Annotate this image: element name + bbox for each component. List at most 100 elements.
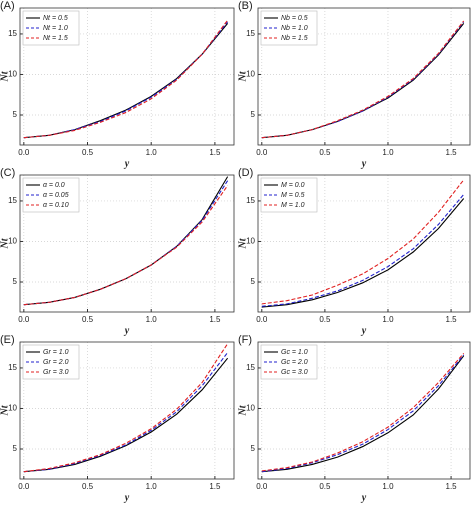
plot-frame: [257, 7, 471, 146]
x-tick-label: 0.5: [319, 148, 331, 157]
x-tick-label: 0.0: [18, 148, 30, 157]
series-line: [23, 19, 229, 139]
x-tick-label: 1.5: [209, 148, 221, 157]
x-axis-label: y: [361, 325, 367, 336]
x-axis-label: y: [124, 158, 130, 169]
x-tick-label: 1.0: [382, 148, 394, 157]
x-tick-label: 0.5: [319, 482, 331, 491]
x-tick-label: 0.0: [256, 315, 268, 324]
x-tick-label: 0.5: [82, 482, 94, 491]
legend-label: α = 0.0: [43, 182, 65, 189]
legend-label: Gc = 2.0: [281, 359, 308, 366]
y-tick-label: 10: [246, 404, 255, 413]
panel: (A) 0.0 0.5 1.0 1.5 5 10 15 y Nt Nt = 0.5 Nt = 1.0 N…: [0, 0, 235, 169]
y-axis-label: Nt: [237, 237, 248, 249]
y-axis-label: Nt: [0, 70, 10, 82]
x-tick-label: 1.5: [209, 315, 221, 324]
y-axis-label: Nt: [237, 404, 248, 416]
series-line: [261, 20, 465, 139]
series-line: [261, 198, 465, 308]
legend-label: Nt = 1.5: [43, 35, 68, 42]
x-tick-label: 1.0: [146, 482, 158, 491]
y-tick-label: 15: [246, 363, 255, 372]
y-axis-label: Nt: [237, 70, 248, 82]
x-tick-label: 1.0: [146, 148, 158, 157]
y-tick-label: 15: [246, 196, 255, 205]
legend-label: Gr = 1.0: [43, 349, 69, 356]
y-tick-label: 15: [8, 29, 17, 38]
x-tick-label: 0.0: [18, 482, 30, 491]
x-axis-label: y: [361, 492, 367, 503]
x-tick-label: 1.0: [146, 315, 158, 324]
x-tick-label: 0.0: [256, 148, 268, 157]
y-tick-label: 5: [13, 110, 18, 119]
x-tick-label: 0.5: [82, 148, 94, 157]
series-line: [23, 343, 229, 473]
x-tick-label: 0.0: [256, 482, 268, 491]
x-axis-label: y: [361, 158, 367, 169]
legend-label: Nt = 1.0: [43, 25, 68, 32]
plot-frame: [257, 341, 471, 480]
y-tick-label: 10: [8, 237, 17, 246]
x-tick-label: 0.0: [18, 315, 30, 324]
legend-label: α = 0.10: [43, 202, 69, 209]
y-tick-label: 5: [251, 110, 256, 119]
y-tick-label: 5: [251, 444, 256, 453]
legend-label: Gc = 1.0: [281, 349, 308, 356]
panel: (F) 0.0 0.5 1.0 1.5 5 10 15 y Nt Gc = 1.0 Gc = 2.0 G…: [237, 334, 471, 503]
panel-label: (E): [0, 334, 15, 346]
y-axis-label: Nt: [0, 404, 10, 416]
panel-label: (A): [0, 0, 15, 12]
series-line: [261, 194, 465, 307]
series-line: [261, 352, 465, 472]
legend-label: Nb = 1.5: [281, 35, 308, 42]
x-axis-label: y: [124, 492, 130, 503]
y-tick-label: 10: [246, 70, 255, 79]
x-tick-label: 1.0: [382, 315, 394, 324]
series-line: [23, 21, 229, 139]
y-tick-label: 10: [8, 404, 17, 413]
plot-frame: [257, 174, 471, 313]
y-tick-label: 5: [13, 444, 18, 453]
series-line: [23, 185, 229, 306]
y-tick-label: 5: [251, 277, 256, 286]
x-tick-label: 0.5: [82, 315, 94, 324]
legend-label: Gr = 2.0: [43, 359, 69, 366]
x-tick-label: 1.5: [209, 482, 221, 491]
legend-label: M = 0.0: [281, 182, 305, 189]
legend-label: Nt = 0.5: [43, 15, 68, 22]
y-tick-label: 15: [246, 29, 255, 38]
panel-label: (F): [238, 334, 252, 346]
legend-label: Nb = 0.5: [281, 15, 308, 22]
legend-label: Nb = 1.0: [281, 25, 308, 32]
panel-label: (B): [238, 0, 253, 12]
panel-label: (D): [238, 167, 253, 179]
x-axis-label: y: [124, 325, 130, 336]
legend-label: Gc = 3.0: [281, 369, 308, 376]
legend-label: M = 0.5: [281, 192, 305, 199]
y-axis-label: Nt: [0, 237, 10, 249]
legend-label: Gr = 3.0: [43, 369, 69, 376]
plot-frame: [19, 174, 235, 313]
legend-label: α = 0.05: [43, 192, 69, 199]
x-tick-label: 1.5: [446, 315, 458, 324]
legend-label: M = 1.0: [281, 202, 305, 209]
x-tick-label: 0.5: [319, 315, 331, 324]
panel: (B) 0.0 0.5 1.0 1.5 5 10 15 y Nt Nb = 0.5 Nb = 1.0 N…: [237, 0, 471, 169]
y-tick-label: 15: [8, 196, 17, 205]
panel: (C) 0.0 0.5 1.0 1.5 5 10 15 y Nt α = 0.0 α = 0.05 α …: [0, 167, 235, 336]
panel: (E) 0.0 0.5 1.0 1.5 5 10 15 y Nt Gr = 1.0 Gr = 2.0 G…: [0, 334, 235, 503]
y-tick-label: 10: [246, 237, 255, 246]
x-tick-label: 1.5: [446, 482, 458, 491]
y-tick-label: 15: [8, 363, 17, 372]
y-tick-label: 5: [13, 277, 18, 286]
panel-label: (C): [0, 167, 15, 179]
series-line: [261, 355, 465, 473]
x-tick-label: 1.0: [382, 482, 394, 491]
plot-frame: [19, 341, 235, 480]
series-line: [23, 23, 229, 139]
series-line: [23, 357, 229, 473]
plot-frame: [19, 7, 235, 146]
panel: (D) 0.0 0.5 1.0 1.5 5 10 15 y Nt M = 0.0 M = 0.5 M =…: [237, 167, 471, 336]
